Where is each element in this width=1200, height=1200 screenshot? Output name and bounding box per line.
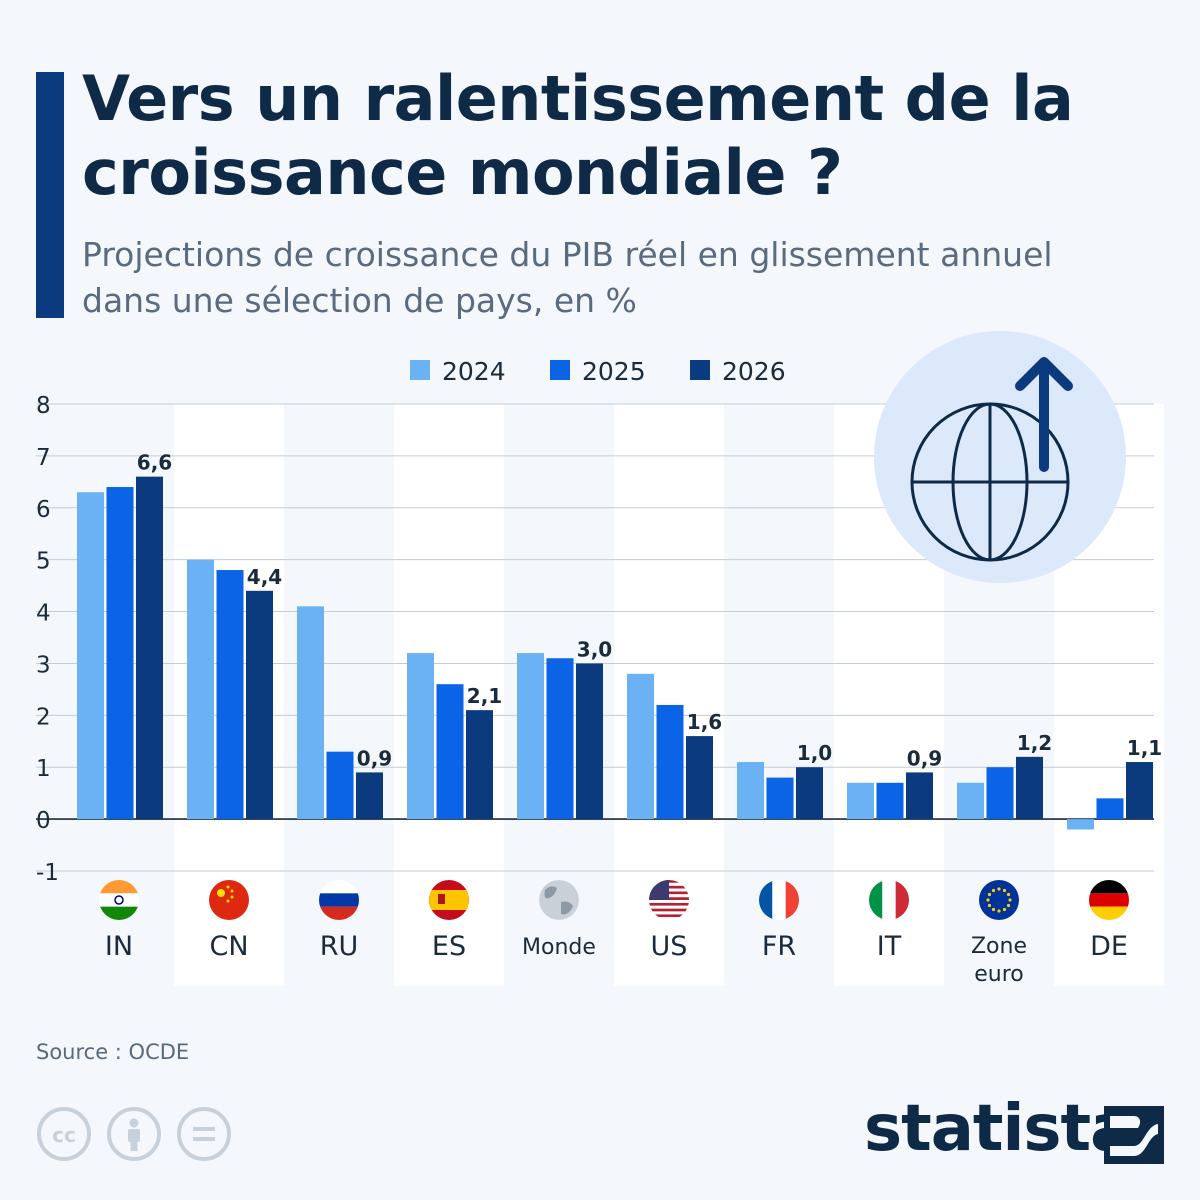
y-tick-label: 5: [36, 549, 51, 575]
russia-flag-icon: [319, 880, 359, 920]
bar-2026-CN: [246, 590, 273, 820]
bar-2025-US: [656, 704, 684, 820]
data-label: 4,4: [247, 565, 282, 589]
bar-2025-FR: [766, 777, 794, 820]
y-tick-label: 2: [36, 704, 51, 730]
source-note: Source : OCDE: [36, 1040, 190, 1064]
category-label: CN: [209, 931, 248, 962]
bar-2024-ES: [407, 653, 434, 820]
bar-2026-US: [686, 736, 713, 820]
illustration-circle: [874, 331, 1126, 583]
statista-logo-icon: [1104, 1106, 1164, 1164]
bar-2026-RU: [356, 772, 383, 820]
bar-2024-Monde: [517, 653, 544, 820]
bar-2025-DE: [1096, 798, 1124, 820]
bar-2025-IT: [876, 782, 904, 820]
legend-swatch-2026: [690, 360, 710, 380]
bar-2026-Zone-euro: [1016, 756, 1043, 820]
china-flag-icon: [209, 880, 249, 920]
title-line-2: croissance mondiale ?: [82, 136, 843, 209]
spain-flag-icon: [429, 880, 469, 920]
statista-logo-text: statista: [864, 1092, 1133, 1166]
category-label: IT: [877, 931, 902, 962]
italy-flag-icon: [869, 880, 909, 920]
y-tick-label: 3: [36, 652, 51, 678]
no-derivatives-icon[interactable]: [176, 1106, 232, 1162]
germany-flag-icon: [1089, 880, 1129, 920]
y-tick-label: 1: [36, 756, 51, 782]
bar-2026-IN: [136, 476, 163, 820]
y-tick-label: -1: [36, 860, 59, 886]
data-label: 1,2: [1017, 731, 1052, 755]
svg-text:cc: cc: [52, 1123, 76, 1147]
bar-2024-CN: [187, 559, 214, 820]
category-label: euro: [974, 962, 1024, 987]
category-label: Monde: [522, 935, 596, 960]
category-label: US: [651, 931, 688, 962]
subtitle-line-1: Projections de croissance du PIB réel en…: [82, 235, 1053, 274]
bar-2026-DE: [1126, 762, 1153, 820]
category-label: FR: [762, 931, 796, 962]
bar-2024-IN: [77, 492, 104, 820]
bar-2026-Monde: [576, 663, 603, 820]
y-tick-label: 8: [36, 393, 51, 419]
legend-swatch-2024: [410, 360, 430, 380]
bar-2024-FR: [737, 762, 764, 820]
legend-label-2025: 2025: [582, 357, 646, 386]
bar-2025-Zone-euro: [986, 767, 1014, 820]
creative-commons-icon[interactable]: cc: [36, 1106, 92, 1162]
page-title: Vers un ralentissement de la croissance …: [82, 62, 1182, 210]
bar-chart: 8 7 6 5 4 3 2 1 0 -1 2024 2025 2026 6,6 IN 4,4 CN 0,9 RU 2,…: [36, 331, 1164, 987]
bar-2026-FR: [796, 767, 823, 820]
bar-2024-IT: [847, 782, 874, 820]
bar-2025-Monde: [546, 658, 574, 820]
bar-2025-IN: [106, 487, 134, 820]
bar-2025-CN: [216, 570, 244, 820]
bar-2026-IT: [906, 772, 933, 820]
subtitle-line-2: dans une sélection de pays, en %: [82, 281, 637, 320]
india-flag-icon: [99, 880, 139, 920]
bar-2024-US: [627, 673, 654, 820]
data-label: 3,0: [577, 637, 612, 661]
legend-swatch-2025: [550, 360, 570, 380]
page-subtitle: Projections de croissance du PIB réel en…: [82, 232, 1182, 324]
y-tick-label: 4: [36, 601, 51, 627]
y-tick-label: 6: [36, 497, 51, 523]
legend-label-2024: 2024: [442, 357, 506, 386]
data-label: 2,1: [467, 684, 502, 708]
usa-flag-icon: [649, 880, 689, 920]
category-label: RU: [320, 931, 359, 962]
title-accent-bar: [36, 72, 64, 318]
bar-2024-Zone-euro: [957, 782, 984, 820]
eu-flag-icon: [979, 880, 1019, 920]
title-line-1: Vers un ralentissement de la: [82, 62, 1074, 135]
category-label: ES: [432, 931, 466, 962]
data-label: 1,1: [1127, 736, 1162, 760]
data-label: 0,9: [357, 746, 392, 770]
france-flag-icon: [759, 880, 799, 920]
data-label: 1,0: [797, 741, 832, 765]
y-tick-label: 7: [36, 445, 51, 471]
bar-2025-ES: [436, 684, 464, 820]
legend-label-2026: 2026: [722, 357, 786, 386]
category-label: Zone: [971, 934, 1027, 959]
bar-2024-DE: [1067, 819, 1094, 830]
data-label: 6,6: [137, 451, 172, 475]
attribution-icon[interactable]: [106, 1106, 162, 1162]
data-label: 1,6: [687, 710, 722, 734]
arrow-head: [1015, 357, 1073, 391]
category-label: DE: [1090, 931, 1128, 962]
data-label: 0,9: [907, 746, 942, 770]
category-label: IN: [105, 931, 133, 962]
world-globe-icon: [539, 880, 579, 920]
bar-2025-RU: [326, 751, 354, 820]
bar-2026-ES: [466, 710, 493, 820]
bar-2024-RU: [297, 606, 324, 820]
globe-up-arrow-icon: [874, 331, 1126, 583]
y-tick-label: 0: [36, 808, 51, 834]
license-icons: cc: [36, 1106, 232, 1162]
